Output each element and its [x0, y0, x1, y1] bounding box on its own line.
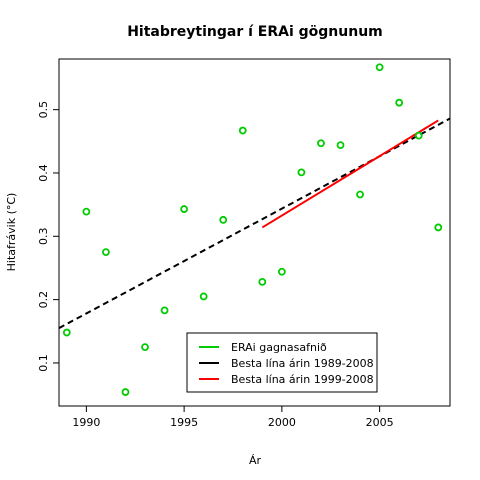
data-point: [356, 190, 364, 199]
data-point: [180, 205, 189, 213]
plot-frame: [58, 58, 451, 407]
data-point: [277, 267, 286, 276]
y-tick-label: 0.2: [37, 291, 50, 309]
data-point: [141, 343, 149, 352]
data-point: [317, 139, 325, 148]
y-tick-label: 0.4: [37, 164, 50, 182]
data-point: [395, 98, 404, 107]
legend: ERAi gagnasafnið Besta lína árin 1989-200…: [186, 332, 378, 393]
data-point: [121, 388, 130, 396]
chart-title: Hitabreytingar í ERAi gögnunum: [127, 24, 383, 40]
x-tick-label: 2000: [268, 416, 296, 429]
data-point: [62, 328, 71, 337]
data-point: [434, 223, 443, 232]
y-axis-label: Hitafrávik (°C): [5, 193, 18, 272]
data-point: [82, 207, 91, 216]
x-axis-label: Ár: [249, 454, 262, 467]
data-point: [258, 277, 267, 286]
data-point: [160, 306, 169, 315]
x-tick-label: 1995: [170, 416, 198, 429]
trend-line-1989-2008: [58, 117, 451, 329]
data-point: [297, 168, 306, 177]
data-point: [375, 63, 384, 72]
data-point: [199, 292, 208, 301]
y-tick-label: 0.3: [37, 228, 50, 246]
x-axis: 1990 1995 2000 2005: [72, 406, 394, 429]
legend-label: Besta lína árin 1989-2008: [231, 357, 374, 370]
data-point: [219, 215, 228, 224]
x-tick-label: 1990: [72, 416, 100, 429]
data-points: [62, 63, 443, 396]
data-point: [414, 131, 423, 140]
data-point: [238, 126, 247, 135]
data-point: [102, 248, 110, 257]
trend-line-1999-2008: [261, 119, 439, 229]
legend-label: Besta lína árin 1999-2008: [231, 373, 374, 386]
y-tick-label: 0.5: [37, 101, 50, 119]
x-tick-label: 2005: [366, 416, 394, 429]
legend-label: ERAi gagnasafnið: [231, 341, 327, 354]
y-tick-label: 0.1: [37, 354, 50, 372]
trend-lines: [58, 117, 451, 329]
data-point: [336, 141, 345, 150]
y-axis: 0.1 0.2 0.3 0.4 0.5: [37, 101, 59, 372]
